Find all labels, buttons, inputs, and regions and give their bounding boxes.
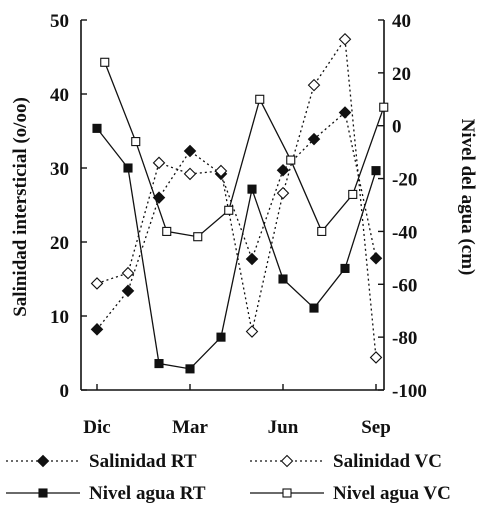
data-point — [245, 325, 259, 338]
x-tick-label: Jun — [268, 417, 299, 438]
right-tick-label: -60 — [392, 275, 417, 296]
data-point — [90, 277, 104, 290]
data-point — [369, 252, 383, 265]
series-2 — [90, 32, 383, 364]
legend-marker — [280, 454, 294, 468]
data-point — [348, 189, 358, 199]
left-tick-label: 30 — [50, 159, 69, 180]
data-point — [193, 232, 203, 242]
data-point — [216, 332, 226, 342]
x-tick-label: Sep — [361, 417, 391, 438]
left-tick-label: 50 — [50, 11, 69, 32]
data-point — [317, 226, 327, 236]
left-tick-label: 10 — [50, 307, 69, 328]
legend-item: Nivel agua RT — [6, 483, 206, 504]
right-tick-label: 0 — [392, 117, 402, 138]
data-point — [92, 123, 102, 133]
right-tick-label: -100 — [392, 381, 427, 402]
plot-area: 0 10 20 30 40 50 -100 -80 -60 -40 -20 0 20 40 Dic Mar… — [50, 11, 427, 438]
data-point — [276, 163, 290, 177]
data-point — [369, 351, 383, 364]
data-point — [338, 32, 352, 46]
data-point — [183, 144, 197, 158]
right-tick-label: -80 — [392, 328, 417, 349]
data-point — [247, 184, 257, 194]
data-point — [245, 252, 259, 266]
series-3 — [92, 123, 381, 374]
data-point — [162, 226, 172, 236]
x-tick-label: Mar — [172, 417, 208, 438]
data-point — [154, 359, 164, 369]
series-2-line — [96, 37, 377, 358]
data-point — [338, 106, 352, 119]
data-point — [278, 274, 288, 284]
data-point — [340, 263, 350, 273]
left-axis-title: Salinidad intersticial (o/oo) — [10, 97, 31, 317]
legend-item: Salinidad VC — [250, 451, 442, 472]
legend-label: Salinidad VC — [333, 451, 442, 472]
legend: Salinidad RT Salinidad VC Nivel agua RT Niv… — [6, 451, 451, 504]
x-axis-ticks: Dic Mar Jun Sep — [83, 384, 391, 438]
x-tick-label: Dic — [83, 417, 110, 438]
left-tick-label: 0 — [60, 381, 70, 402]
data-point — [307, 132, 321, 146]
legend-item: Salinidad RT — [6, 451, 197, 472]
data-point — [276, 186, 290, 200]
series-4 — [100, 57, 389, 242]
data-point — [185, 364, 195, 374]
right-axis-ticks: -100 -80 -60 -40 -20 0 20 40 — [378, 11, 427, 402]
data-point — [309, 303, 319, 313]
right-tick-label: 40 — [392, 11, 411, 32]
data-point — [90, 323, 104, 336]
data-point — [371, 166, 381, 176]
data-point — [224, 205, 234, 215]
data-point — [152, 156, 166, 170]
series-layer — [90, 32, 389, 374]
data-point — [131, 137, 141, 147]
left-tick-label: 40 — [50, 85, 69, 106]
legend-marker — [36, 454, 50, 468]
left-tick-label: 20 — [50, 233, 69, 254]
data-point — [100, 57, 110, 67]
series-1-line — [96, 111, 377, 330]
data-point — [121, 284, 135, 298]
right-tick-label: -40 — [392, 222, 417, 243]
data-point — [379, 102, 389, 112]
data-point — [123, 163, 133, 173]
right-axis-title: Nivel del agua (cm) — [457, 119, 478, 276]
data-point — [214, 164, 228, 178]
data-point — [183, 167, 197, 181]
series-4-line — [104, 62, 385, 238]
legend-label: Nivel agua VC — [333, 483, 451, 504]
legend-marker — [38, 488, 48, 498]
legend-label: Nivel agua RT — [89, 483, 206, 504]
legend-marker — [282, 488, 292, 498]
right-tick-label: -20 — [392, 170, 417, 191]
data-point — [286, 155, 296, 165]
series-3-line — [96, 127, 377, 370]
data-point — [307, 78, 321, 92]
legend-label: Salinidad RT — [89, 451, 197, 472]
data-point — [255, 94, 265, 104]
right-tick-label: 20 — [392, 64, 411, 85]
data-point — [121, 266, 135, 280]
legend-item: Nivel agua VC — [250, 483, 451, 504]
left-axis-ticks: 0 10 20 30 40 50 — [50, 11, 87, 402]
